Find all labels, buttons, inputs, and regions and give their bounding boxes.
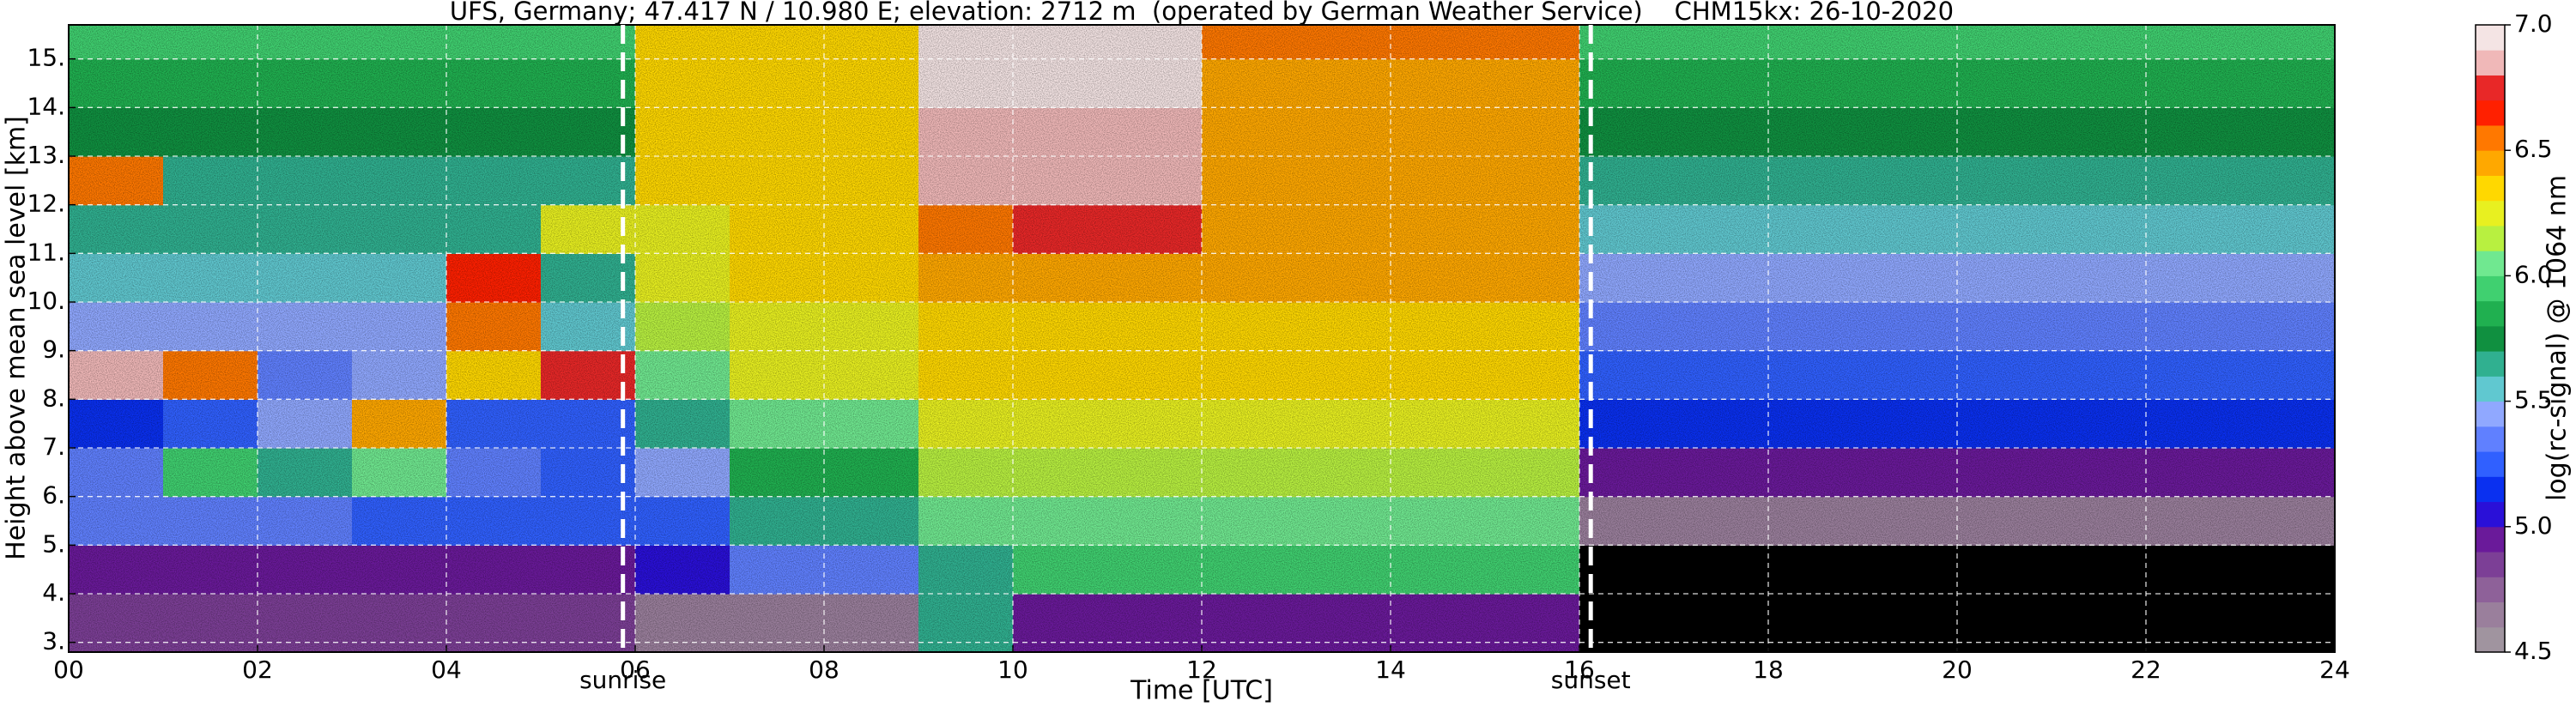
colorbar-segment xyxy=(2476,225,2505,251)
colorbar-segment xyxy=(2476,601,2505,628)
colorbar-frame xyxy=(2475,24,2506,653)
x-tick-label: 08 xyxy=(809,656,839,684)
x-axis-label: Time [UTC] xyxy=(1130,676,1273,706)
x-tick-label: 04 xyxy=(431,656,462,684)
colorbar-segment xyxy=(2476,275,2505,302)
y-tick-label: 11. xyxy=(27,238,65,266)
y-tick-label: 10. xyxy=(27,287,65,315)
colorbar-segment xyxy=(2476,75,2505,101)
x-tick-label: 06 xyxy=(620,656,651,684)
colorbar-segment xyxy=(2476,50,2505,76)
colorbar-segment xyxy=(2476,476,2505,503)
colorbar-segment xyxy=(2476,25,2505,51)
colorbar-segment xyxy=(2476,376,2505,402)
colorbar-segment xyxy=(2476,251,2505,276)
colorbar-segment xyxy=(2476,501,2505,528)
colorbar-segment xyxy=(2476,325,2505,352)
colorbar-tick-label: 4.5 xyxy=(2514,637,2553,665)
colorbar-segment xyxy=(2476,175,2505,202)
y-tick-label: 14. xyxy=(27,92,65,120)
colorbar-segment xyxy=(2476,526,2505,553)
y-tick-label: 15. xyxy=(27,44,65,72)
x-tick-label: 16 xyxy=(1564,656,1595,684)
colorbar-segment xyxy=(2476,300,2505,327)
colorbar-segment xyxy=(2476,426,2505,452)
colorbar-segment xyxy=(2476,150,2505,176)
colorbar-segment xyxy=(2476,351,2505,377)
y-axis-label: Height above mean sea level [km] xyxy=(2,116,32,560)
colorbar-segment xyxy=(2476,552,2505,577)
colorbar-segment xyxy=(2476,577,2505,603)
colorbar-segment xyxy=(2476,100,2505,126)
colorbar-segment xyxy=(2476,124,2505,151)
x-tick-label: 00 xyxy=(53,656,84,684)
colorbar-label: log(rc-signal) @ 1064 nm xyxy=(2543,175,2573,501)
annotation-label: sunset xyxy=(1551,666,1631,694)
x-tick-label: 12 xyxy=(1186,656,1217,684)
colorbar-tick-label: 7.0 xyxy=(2514,9,2553,38)
y-tick-label: 4. xyxy=(42,578,65,607)
y-tick-label: 6. xyxy=(42,481,65,510)
annotation-label: sunrise xyxy=(579,666,666,694)
y-tick-label: 8. xyxy=(42,384,65,412)
x-tick-label: 20 xyxy=(1942,656,1973,684)
y-tick-label: 13. xyxy=(27,141,65,169)
colorbar-tick-label: 5.0 xyxy=(2514,511,2553,540)
x-tick-label: 24 xyxy=(2319,656,2350,684)
y-tick-label: 12. xyxy=(27,190,65,218)
y-tick-label: 3. xyxy=(42,627,65,656)
x-tick-label: 02 xyxy=(242,656,273,684)
chart-title: UFS, Germany; 47.417 N / 10.980 E; eleva… xyxy=(450,0,1954,26)
colorbar-segment xyxy=(2476,200,2505,227)
x-tick-label: 18 xyxy=(1753,656,1784,684)
colorbar-tick-label: 6.0 xyxy=(2514,260,2553,288)
y-tick-label: 5. xyxy=(42,529,65,558)
x-tick-label: 14 xyxy=(1375,656,1406,684)
colorbar-tick-label: 5.5 xyxy=(2514,386,2553,414)
colorbar-segment xyxy=(2476,626,2505,653)
x-tick-label: 10 xyxy=(997,656,1028,684)
colorbar-segment xyxy=(2476,451,2505,477)
colorbar-segment xyxy=(2476,401,2505,427)
x-tick-label: 22 xyxy=(2131,656,2161,684)
colorbar-tick-label: 6.5 xyxy=(2514,135,2553,163)
y-tick-label: 7. xyxy=(42,432,65,461)
y-tick-label: 9. xyxy=(42,335,65,364)
